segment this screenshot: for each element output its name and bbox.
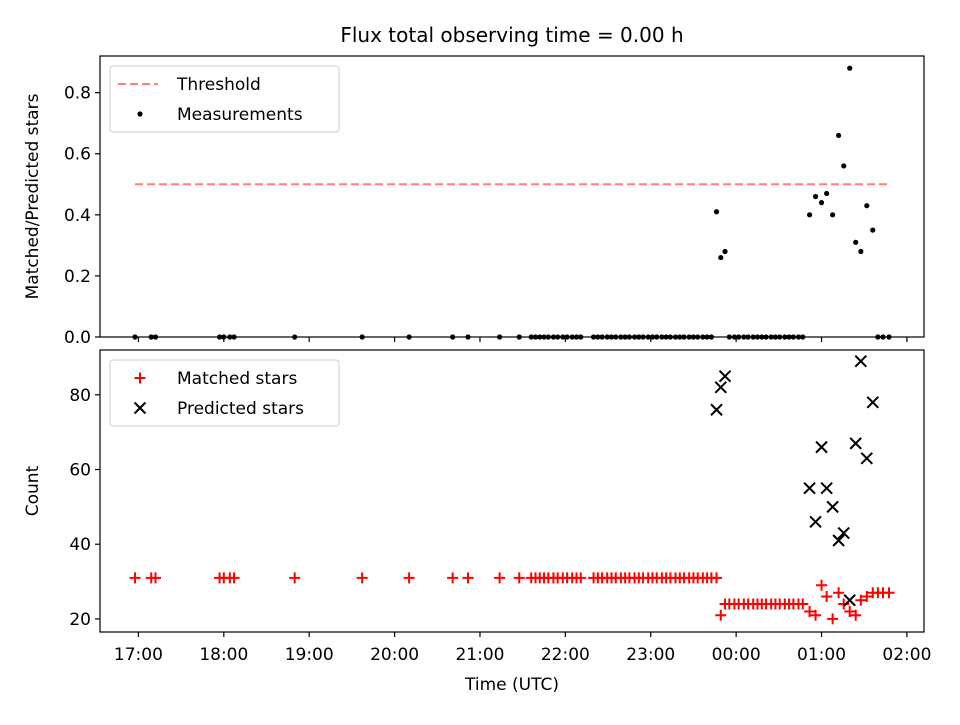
bottom-panel: 20 40 60 80 17:00 18:00 19:00 20:00 21:00 22:00 23… [23,349,931,695]
predicted-star-marker [837,526,850,540]
x-tick-label: 19:00 [285,645,334,665]
bottom-plot-area [129,354,895,625]
x-tick-label: 20:00 [370,645,419,665]
matched-star-marker [883,587,895,599]
legend-entry-label: Measurements [177,105,303,125]
predicted-star-marker [809,515,822,529]
top-axes-frame [99,55,925,338]
matched-star-marker [804,605,816,617]
matched-star-marker [289,572,301,584]
matched-star-marker [228,572,240,584]
y-tick-label: 0.4 [64,206,91,226]
measurement-point [841,163,847,169]
matched-star-marker [356,572,368,584]
y-tick-label: 0.8 [64,84,91,104]
predicted-star-marker [815,440,828,454]
x-tick-label: 18:00 [199,645,248,665]
x-tick-label: 01:00 [797,645,846,665]
matched-star-marker [715,609,727,621]
measurement-point [830,212,836,218]
measurement-point [722,248,728,255]
predicted-star-marker [843,594,856,607]
y-tick-label: 40 [69,535,91,555]
y-tick-label: 0.2 [64,267,91,287]
top-y-axis-label: Matched/Predicted stars [23,93,43,299]
predicted-star-marker [820,481,833,495]
predicted-star-marker [832,534,845,547]
measurement-point [870,227,876,233]
matched-star-marker [513,572,525,584]
measurement-point [812,193,819,200]
matched-star-marker [575,572,587,584]
measurement-point [718,254,724,261]
top-legend: Threshold Measurements [109,65,340,133]
predicted-star-marker [860,452,873,465]
matched-star-marker [462,572,474,584]
measurement-point [853,239,859,245]
bottom-axes-frame [99,349,925,633]
matched-star-marker [838,598,850,610]
predicted-star-marker [849,437,862,450]
legend-entry-label: Threshold [176,75,261,95]
predicted-star-marker [718,369,732,383]
bottom-series-0 [129,572,895,625]
figure-title: Flux total observing time = 0.00 h [340,23,683,47]
matched-star-marker [447,572,459,584]
y-tick-label: 0.6 [64,145,91,165]
legend-box [109,65,340,133]
matched-star-marker [844,605,856,617]
y-tick-label: 20 [69,610,91,630]
measurement-point [864,203,870,209]
x-tick-label: 22:00 [541,645,590,665]
matched-star-marker [850,609,862,621]
predicted-star-marker [714,381,727,394]
legend-box [109,359,340,427]
x-tick-label: 21:00 [455,645,504,665]
y-tick-label: 60 [69,461,91,481]
matched-star-marker [861,591,873,603]
legend-entry-label: Matched stars [177,369,297,389]
x-tick-label: 00:00 [712,645,761,665]
matched-star-marker [810,609,822,621]
measurement-point [824,190,830,197]
matched-star-marker [855,594,867,606]
measurement-point [836,132,842,139]
matched-star-marker [494,572,506,584]
matched-star-marker [129,572,141,584]
legend-matched-swatch [134,372,146,384]
y-tick-label: 80 [69,386,91,406]
predicted-star-marker [710,403,723,416]
matched-star-marker [833,587,845,599]
measurement-point [847,65,853,71]
bottom-legend: Matched stars Predicted stars [109,359,340,427]
predicted-star-marker [866,396,879,409]
predicted-star-marker [826,500,839,514]
predicted-star-marker [854,354,868,368]
measurement-point [806,212,813,218]
measurement-point [818,200,825,206]
legend-measurement-swatch [137,111,143,117]
x-tick-label: 02:00 [882,645,931,665]
matched-star-marker [150,572,162,584]
bottom-y-axis-label: Count [23,465,43,516]
predicted-star-marker [803,481,816,495]
bottom-series-1 [710,354,879,607]
matched-star-marker [711,572,723,584]
top-panel: 0.0 0.2 0.4 0.6 0.8 Matched/Predicted stars Th… [23,55,925,348]
measurement-point [858,248,864,255]
y-tick-label: 0.0 [64,328,91,348]
matched-star-marker [797,598,809,610]
legend-entry-label: Predicted stars [177,399,304,419]
matched-star-marker [403,572,415,584]
matched-star-marker [821,591,833,603]
measurement-point [713,209,720,215]
legend-predicted-swatch [133,401,147,415]
matched-star-marker [827,613,839,625]
x-axis-label: Time (UTC) [464,675,559,695]
x-tick-label: 23:00 [626,645,675,665]
matched-star-marker [816,579,828,591]
x-tick-label: 17:00 [114,645,163,665]
